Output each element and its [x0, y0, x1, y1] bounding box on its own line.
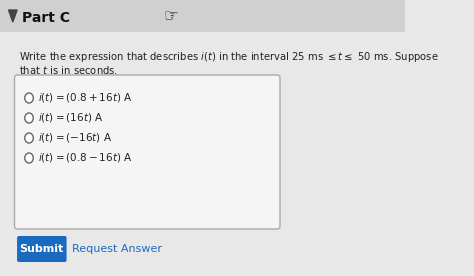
Text: Part C: Part C — [22, 11, 70, 25]
Text: $i(t) = (0.8 + 16t)$ A: $i(t) = (0.8 + 16t)$ A — [38, 92, 133, 105]
Text: ☞: ☞ — [164, 7, 178, 25]
Text: Request Answer: Request Answer — [72, 244, 162, 254]
Text: that $t$ is in seconds.: that $t$ is in seconds. — [19, 64, 118, 76]
Text: Submit: Submit — [20, 244, 64, 254]
FancyBboxPatch shape — [0, 0, 405, 32]
Circle shape — [25, 133, 33, 143]
Circle shape — [25, 113, 33, 123]
Circle shape — [25, 93, 33, 103]
Text: $i(t) = (-16t)$ A: $i(t) = (-16t)$ A — [38, 131, 112, 145]
Polygon shape — [9, 10, 17, 22]
Circle shape — [25, 153, 33, 163]
FancyBboxPatch shape — [15, 75, 280, 229]
FancyBboxPatch shape — [17, 236, 66, 262]
Text: $i(t) = (0.8 - 16t)$ A: $i(t) = (0.8 - 16t)$ A — [38, 152, 133, 164]
Text: $i(t) = (16t)$ A: $i(t) = (16t)$ A — [38, 112, 104, 124]
Text: Write the expression that describes $i(t)$ in the interval 25 ms $\leq t \leq$ 5: Write the expression that describes $i(t… — [19, 50, 438, 64]
